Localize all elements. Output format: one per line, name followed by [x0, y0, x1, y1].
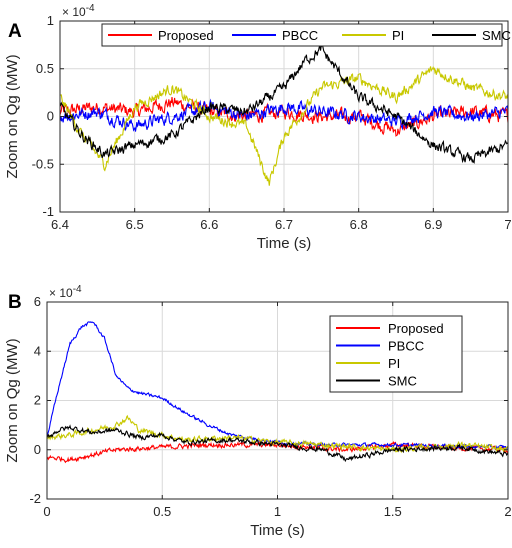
- legend: Proposed PBCC PI SMC: [101, 23, 511, 47]
- series-line-pbcc: [60, 98, 508, 132]
- series-line-smc: [60, 44, 508, 164]
- legend-box: [101, 23, 503, 47]
- y-tick-label: 6: [34, 294, 41, 309]
- legend-label-pbcc: PBCC: [388, 339, 424, 354]
- x-tick-label: 6.7: [275, 217, 293, 232]
- y-tick-label: -1: [42, 204, 54, 219]
- x-tick-label: 6.9: [424, 217, 442, 232]
- x-tick-label: 2: [504, 504, 511, 519]
- x-axis-label: Time (s): [257, 235, 311, 252]
- y-axis-label: Zoom on Qg (MW): [4, 338, 21, 462]
- y-exponent-label: × 10-4: [49, 284, 82, 300]
- y-tick-label: 0: [47, 109, 54, 124]
- legend-label-pi: PI: [392, 28, 404, 43]
- legend-label-pi: PI: [388, 356, 400, 371]
- y-tick-label: -0.5: [32, 156, 54, 171]
- panel-label: B: [8, 292, 22, 313]
- x-tick-label: 6.8: [350, 217, 368, 232]
- y-tick-label: 1: [47, 13, 54, 28]
- x-tick-label: 6.5: [126, 217, 144, 232]
- x-tick-label: 6.6: [200, 217, 218, 232]
- x-tick-label: 1.5: [384, 504, 402, 519]
- y-tick-label: 0: [34, 442, 41, 457]
- chart-panel-a: A 6.4 6.5 6.6 6.7 6.8 6.9 7 -1 -0.5 0 0.5 1 × 10-4 Tim…: [4, 3, 512, 252]
- y-exponent-power: -4: [73, 284, 82, 295]
- legend: Proposed PBCC PI SMC: [329, 315, 463, 393]
- y-exponent-power: -4: [86, 3, 95, 14]
- y-tick-label: -2: [29, 491, 41, 506]
- x-tick-label: 6.4: [51, 217, 69, 232]
- series-line-smc: [47, 424, 508, 463]
- x-tick-label: 0.5: [153, 504, 171, 519]
- panel-label: A: [8, 21, 22, 42]
- y-tick-label: 2: [34, 393, 41, 408]
- series-line-pi: [60, 65, 508, 186]
- legend-label-proposed: Proposed: [158, 28, 214, 43]
- legend-label-pbcc: PBCC: [282, 28, 318, 43]
- y-tick-label: 4: [34, 343, 41, 358]
- x-axis-label: Time (s): [250, 522, 304, 539]
- y-axis-label: Zoom on Qg (MW): [4, 54, 21, 178]
- y-tick-label: 0.5: [36, 61, 54, 76]
- legend-label-smc: SMC: [482, 28, 511, 43]
- legend-label-smc: SMC: [388, 374, 417, 389]
- y-exponent-label: × 10-4: [62, 3, 95, 19]
- x-tick-label: 7: [504, 217, 511, 232]
- legend-label-proposed: Proposed: [388, 321, 444, 336]
- x-tick-label: 1: [274, 504, 281, 519]
- x-tick-label: 0: [43, 504, 50, 519]
